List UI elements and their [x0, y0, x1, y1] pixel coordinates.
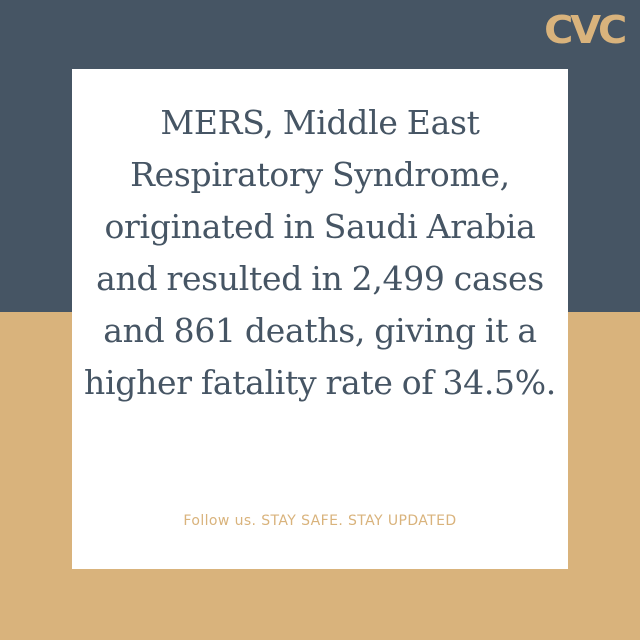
message-card: MERS, Middle East Respiratory Syndrome, …: [72, 69, 568, 569]
fact-message: MERS, Middle East Respiratory Syndrome, …: [84, 103, 556, 402]
cvc-logo: CVC: [543, 8, 627, 52]
footer-tagline: Follow us. STAY SAFE. STAY UPDATED: [183, 513, 457, 529]
